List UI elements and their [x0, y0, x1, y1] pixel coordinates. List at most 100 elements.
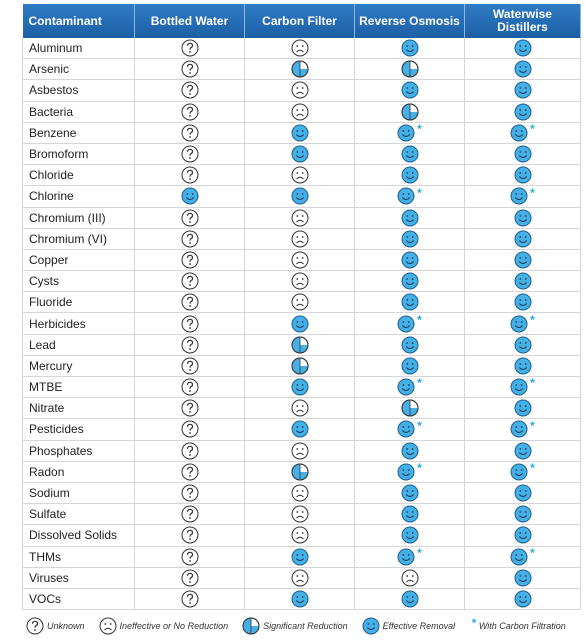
- status-icon: [291, 463, 308, 481]
- status-cell: [244, 79, 355, 102]
- contaminant-name: Aluminum: [22, 38, 135, 60]
- status-cell: [134, 207, 245, 229]
- status-cell: [354, 143, 465, 166]
- carbon-asterisk: *: [417, 122, 422, 137]
- status-icon: [181, 505, 198, 523]
- status-cell: *: [464, 122, 581, 144]
- status-cell: [464, 58, 581, 81]
- contaminant-name: Copper: [22, 249, 135, 272]
- status-cell: [354, 58, 465, 81]
- column-header: Bottled Water: [134, 4, 245, 38]
- column-header: Carbon Filter: [244, 4, 355, 38]
- status-cell: [244, 228, 355, 250]
- status-cell: [134, 79, 245, 102]
- contaminant-name: Fluoride: [22, 291, 135, 314]
- status-cell: *: [464, 546, 581, 568]
- status-cell: [244, 38, 355, 60]
- status-icon: [362, 617, 380, 635]
- status-icon: [514, 399, 531, 417]
- comparison-table: Contaminant Bottled Water Carbon Filter Rev…: [22, 4, 581, 611]
- status-cell: [464, 228, 581, 250]
- status-icon: [514, 145, 531, 163]
- table-row: Arsenic: [22, 58, 581, 81]
- status-cell: [354, 228, 465, 250]
- status-cell: [464, 524, 581, 547]
- carbon-asterisk: *: [417, 545, 422, 560]
- status-icon: [291, 378, 308, 396]
- status-icon: [397, 548, 415, 566]
- status-icon: [514, 293, 531, 311]
- status-cell: [354, 524, 465, 547]
- table-row: MTBE * *: [22, 376, 581, 399]
- status-icon: [401, 569, 418, 587]
- status-cell: *: [464, 376, 581, 399]
- contaminant-name: Asbestos: [22, 79, 135, 102]
- table-row: Pesticides * *: [22, 419, 581, 441]
- status-cell: [244, 334, 355, 356]
- contaminant-name: Chloride: [22, 164, 135, 187]
- status-cell: [464, 38, 581, 60]
- status-cell: *: [464, 461, 581, 483]
- status-icon: [291, 442, 308, 460]
- status-cell: [464, 503, 581, 526]
- carbon-asterisk: *: [530, 122, 535, 137]
- carbon-asterisk: *: [530, 185, 535, 200]
- status-icon: [291, 39, 308, 57]
- status-cell: [134, 185, 245, 208]
- status-icon: [514, 81, 531, 99]
- table-row: Benzene * *: [22, 122, 581, 144]
- status-cell: [464, 101, 581, 123]
- status-icon: [401, 230, 418, 248]
- column-header: Contaminant: [22, 4, 135, 38]
- status-icon: [181, 463, 198, 481]
- status-icon: [181, 293, 198, 311]
- table-row: Nitrate: [22, 397, 581, 420]
- status-icon: [291, 336, 308, 354]
- status-icon: [181, 209, 198, 227]
- status-cell: [134, 58, 245, 81]
- status-icon: [514, 230, 531, 248]
- status-cell: [354, 482, 465, 505]
- status-cell: [354, 101, 465, 123]
- status-cell: [354, 440, 465, 462]
- status-cell: [134, 291, 245, 314]
- status-icon: [291, 569, 308, 587]
- carbon-asterisk: *: [417, 185, 422, 200]
- contaminant-name: Benzene: [22, 122, 135, 144]
- legend-item: Significant Reduction: [242, 617, 348, 635]
- status-cell: *: [354, 313, 465, 335]
- status-icon: [401, 272, 418, 290]
- status-icon: [401, 103, 418, 121]
- status-cell: [134, 482, 245, 505]
- status-icon: [397, 420, 415, 438]
- table-body: Aluminum Arsenic Asbestos Bacteria Benzene * *…: [22, 38, 581, 611]
- status-cell: [134, 122, 245, 144]
- status-cell: [244, 249, 355, 272]
- contaminant-name: Sodium: [22, 482, 135, 505]
- status-icon: [181, 272, 198, 290]
- status-icon: [514, 272, 531, 290]
- status-icon: [401, 336, 418, 354]
- column-header: Reverse Osmosis: [354, 4, 465, 38]
- status-cell: [464, 482, 581, 505]
- status-icon: [291, 103, 308, 121]
- status-icon: [510, 124, 528, 142]
- carbon-asterisk: *: [530, 461, 535, 476]
- status-cell: [354, 503, 465, 526]
- status-cell: [244, 164, 355, 187]
- table-row: Sulfate: [22, 503, 581, 526]
- status-cell: [244, 482, 355, 505]
- table-row: Chlorine * *: [22, 185, 581, 208]
- legend-label: With Carbon Filtration: [478, 621, 566, 631]
- status-icon: [291, 590, 308, 608]
- status-cell: [464, 588, 581, 611]
- status-cell: [464, 79, 581, 102]
- status-cell: [354, 291, 465, 314]
- status-icon: [291, 187, 308, 205]
- status-cell: *: [354, 419, 465, 441]
- carbon-asterisk: *: [417, 461, 422, 476]
- table-row: Bacteria: [22, 101, 581, 123]
- contaminant-name: Chromium (VI): [22, 228, 135, 250]
- table-row: Chromium (VI): [22, 228, 581, 250]
